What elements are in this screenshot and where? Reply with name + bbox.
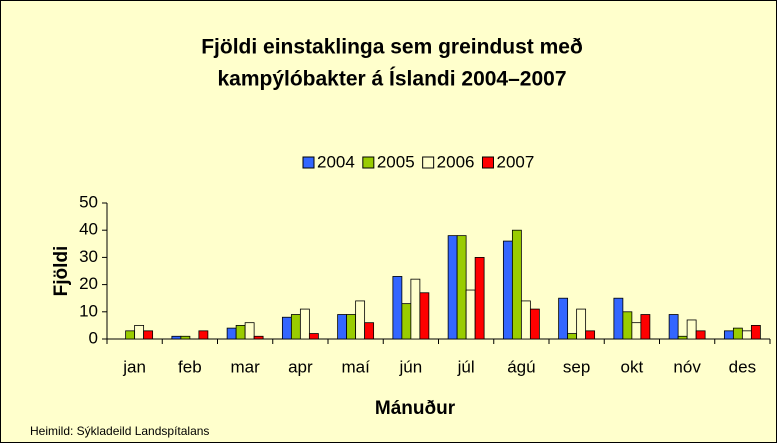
bar (695, 330, 706, 340)
legend-swatch (481, 156, 494, 169)
chart-title: Fjöldi einstaklinga sem greindust með (201, 36, 583, 59)
y-axis-label: Fjöldi (51, 246, 72, 297)
bar (253, 335, 264, 340)
y-tick-label: 40 (79, 220, 98, 239)
y-tick-label: 10 (79, 301, 98, 320)
legend-label: 2006 (437, 152, 475, 171)
legend-swatch (302, 156, 315, 169)
x-tick-label: apr (288, 357, 313, 376)
bar (401, 303, 412, 340)
bar (622, 311, 633, 340)
bar (134, 324, 145, 340)
bar (613, 297, 624, 340)
legend-label: 2005 (377, 152, 415, 171)
bar (226, 327, 237, 340)
bar (180, 335, 191, 340)
x-tick-label: okt (621, 357, 644, 376)
bar (125, 330, 136, 340)
bar (337, 314, 348, 340)
bar (520, 300, 531, 340)
y-tick-label: 20 (79, 274, 98, 293)
bar (474, 256, 485, 340)
bar (308, 333, 319, 340)
bar (447, 235, 458, 340)
x-tick-label: ágú (507, 357, 535, 376)
legend-label: 2007 (496, 152, 534, 171)
bar (750, 324, 761, 340)
bar (392, 276, 403, 340)
x-tick-label: jan (122, 357, 146, 376)
x-tick-label: mar (230, 357, 260, 376)
bar (290, 314, 301, 340)
x-tick-label: jún (399, 357, 423, 376)
x-axis-label: Mánuður (375, 398, 456, 419)
y-tick-label: 0 (89, 328, 98, 347)
bar (511, 229, 522, 340)
x-tick-label: sep (563, 357, 590, 376)
chart-title: kampýlóbakter á Íslandi 2004–2007 (217, 68, 566, 91)
bar (585, 330, 596, 340)
legend-label: 2004 (317, 152, 355, 171)
bar (198, 330, 209, 340)
bar (143, 330, 154, 340)
bar (364, 322, 375, 340)
x-tick-label: nóv (673, 357, 701, 376)
bar (281, 316, 292, 340)
bar (558, 297, 569, 340)
bar (244, 322, 255, 340)
bar (640, 314, 651, 340)
bar (723, 330, 734, 340)
legend-swatch (422, 156, 435, 169)
bar (631, 322, 642, 340)
bar (355, 300, 366, 340)
bar (456, 235, 467, 340)
bar (741, 330, 752, 340)
source-note: Heimild: Sýkladeild Landspítalans (30, 424, 209, 438)
bar (235, 324, 246, 340)
bar (567, 333, 578, 340)
bar (502, 240, 513, 340)
y-tick-label: 50 (79, 192, 98, 211)
bar (419, 292, 430, 340)
bar (529, 308, 540, 340)
bar (299, 308, 310, 340)
bar (171, 335, 182, 340)
bar (677, 335, 688, 340)
legend-swatch (362, 156, 375, 169)
bar (410, 278, 421, 340)
x-tick-label: júl (457, 357, 475, 376)
bar (465, 289, 476, 340)
x-tick-label: des (729, 357, 756, 376)
y-tick-label: 30 (79, 247, 98, 266)
bar (576, 308, 587, 340)
bar (732, 327, 743, 340)
bar (686, 319, 697, 340)
bar (346, 314, 357, 340)
x-tick-label: maí (341, 357, 370, 376)
bar (668, 314, 679, 340)
x-tick-label: feb (178, 357, 202, 376)
